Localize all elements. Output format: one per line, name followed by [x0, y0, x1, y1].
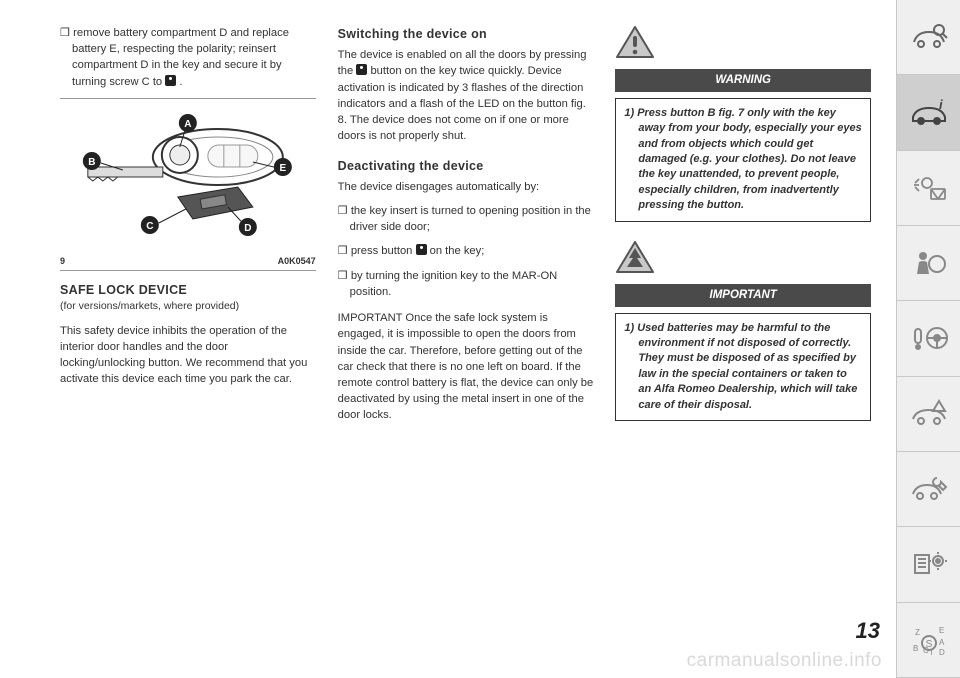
tab-index-icon[interactable]: ZEBACDTS — [897, 603, 960, 678]
warning-heading: WARNING — [615, 69, 871, 92]
svg-text:C: C — [146, 221, 153, 232]
svg-text:D: D — [939, 648, 945, 657]
svg-text:D: D — [244, 223, 251, 234]
svg-text:E: E — [280, 163, 287, 174]
column-3: WARNING 1) Press button B fig. 7 only wi… — [615, 25, 871, 638]
deactivating-heading: Deactivating the device — [338, 157, 594, 175]
tab-specs-icon[interactable] — [897, 527, 960, 602]
tab-airbag-icon[interactable] — [897, 226, 960, 301]
tab-lights-icon[interactable] — [897, 151, 960, 226]
important-box: 1) Used batteries may be harmful to the … — [615, 313, 871, 421]
deact-bullet-3: by turning the ignition key to the MAR-O… — [338, 268, 594, 300]
svg-text:S: S — [925, 639, 932, 650]
important-note: IMPORTANT Once the safe lock system is e… — [338, 310, 594, 424]
unlock-icon — [416, 244, 427, 255]
tab-find-car-icon[interactable] — [897, 0, 960, 75]
figure-9: A B E C D 9 A0K0547 — [60, 98, 316, 271]
svg-text:A: A — [939, 638, 945, 647]
tab-steering-icon[interactable] — [897, 301, 960, 376]
bullet-battery: remove battery compartment D and replace… — [60, 25, 316, 90]
svg-text:Z: Z — [915, 628, 920, 637]
section-tabs-sidebar: i ZEBACDTS — [896, 0, 960, 678]
fig-code: A0K0547 — [278, 255, 316, 268]
lock-icon — [356, 64, 367, 75]
deact-bullet-1: the key insert is turned to opening posi… — [338, 203, 594, 235]
important-heading: IMPORTANT — [615, 284, 871, 307]
switching-on-body: The device is enabled on all the doors b… — [338, 47, 594, 144]
tab-hazard-icon[interactable] — [897, 377, 960, 452]
tab-service-icon[interactable] — [897, 452, 960, 527]
warning-box: 1) Press button B fig. 7 only with the k… — [615, 98, 871, 222]
svg-text:i: i — [939, 97, 943, 112]
deact-bullet-2: press button on the key; — [338, 243, 594, 259]
text: . — [176, 76, 182, 88]
column-2: Switching the device on The device is en… — [338, 25, 594, 638]
svg-text:B: B — [913, 644, 918, 653]
svg-text:E: E — [939, 626, 944, 635]
figure-caption: 9 A0K0547 — [60, 252, 316, 268]
tab-info-icon[interactable]: i — [897, 75, 960, 150]
svg-text:A: A — [184, 119, 191, 130]
switching-on-heading: Switching the device on — [338, 25, 594, 43]
lock-icon — [165, 75, 176, 86]
fig-number: 9 — [60, 255, 65, 268]
key-diagram: A B E C D — [60, 107, 316, 247]
page-number: 13 — [856, 618, 880, 644]
deactivating-intro: The device disengages automatically by: — [338, 179, 594, 195]
warning-text: Press button B fig. 7 only with the key … — [637, 107, 862, 211]
safe-lock-heading: SAFE LOCK DEVICE — [60, 281, 316, 299]
warning-triangle-icon — [615, 25, 655, 60]
watermark: carmanualsonline.info — [687, 650, 882, 672]
safe-lock-body: This safety device inhibits the operatio… — [60, 323, 316, 388]
svg-text:B: B — [88, 157, 95, 168]
eco-triangle-icon — [615, 240, 655, 275]
text: button on the key twice quickly. Device … — [338, 65, 586, 142]
important-text: Used batteries may be harmful to the env… — [637, 322, 857, 411]
safe-lock-sub: (for versions/markets, where provided) — [60, 299, 316, 314]
column-1: remove battery compartment D and replace… — [60, 25, 316, 638]
